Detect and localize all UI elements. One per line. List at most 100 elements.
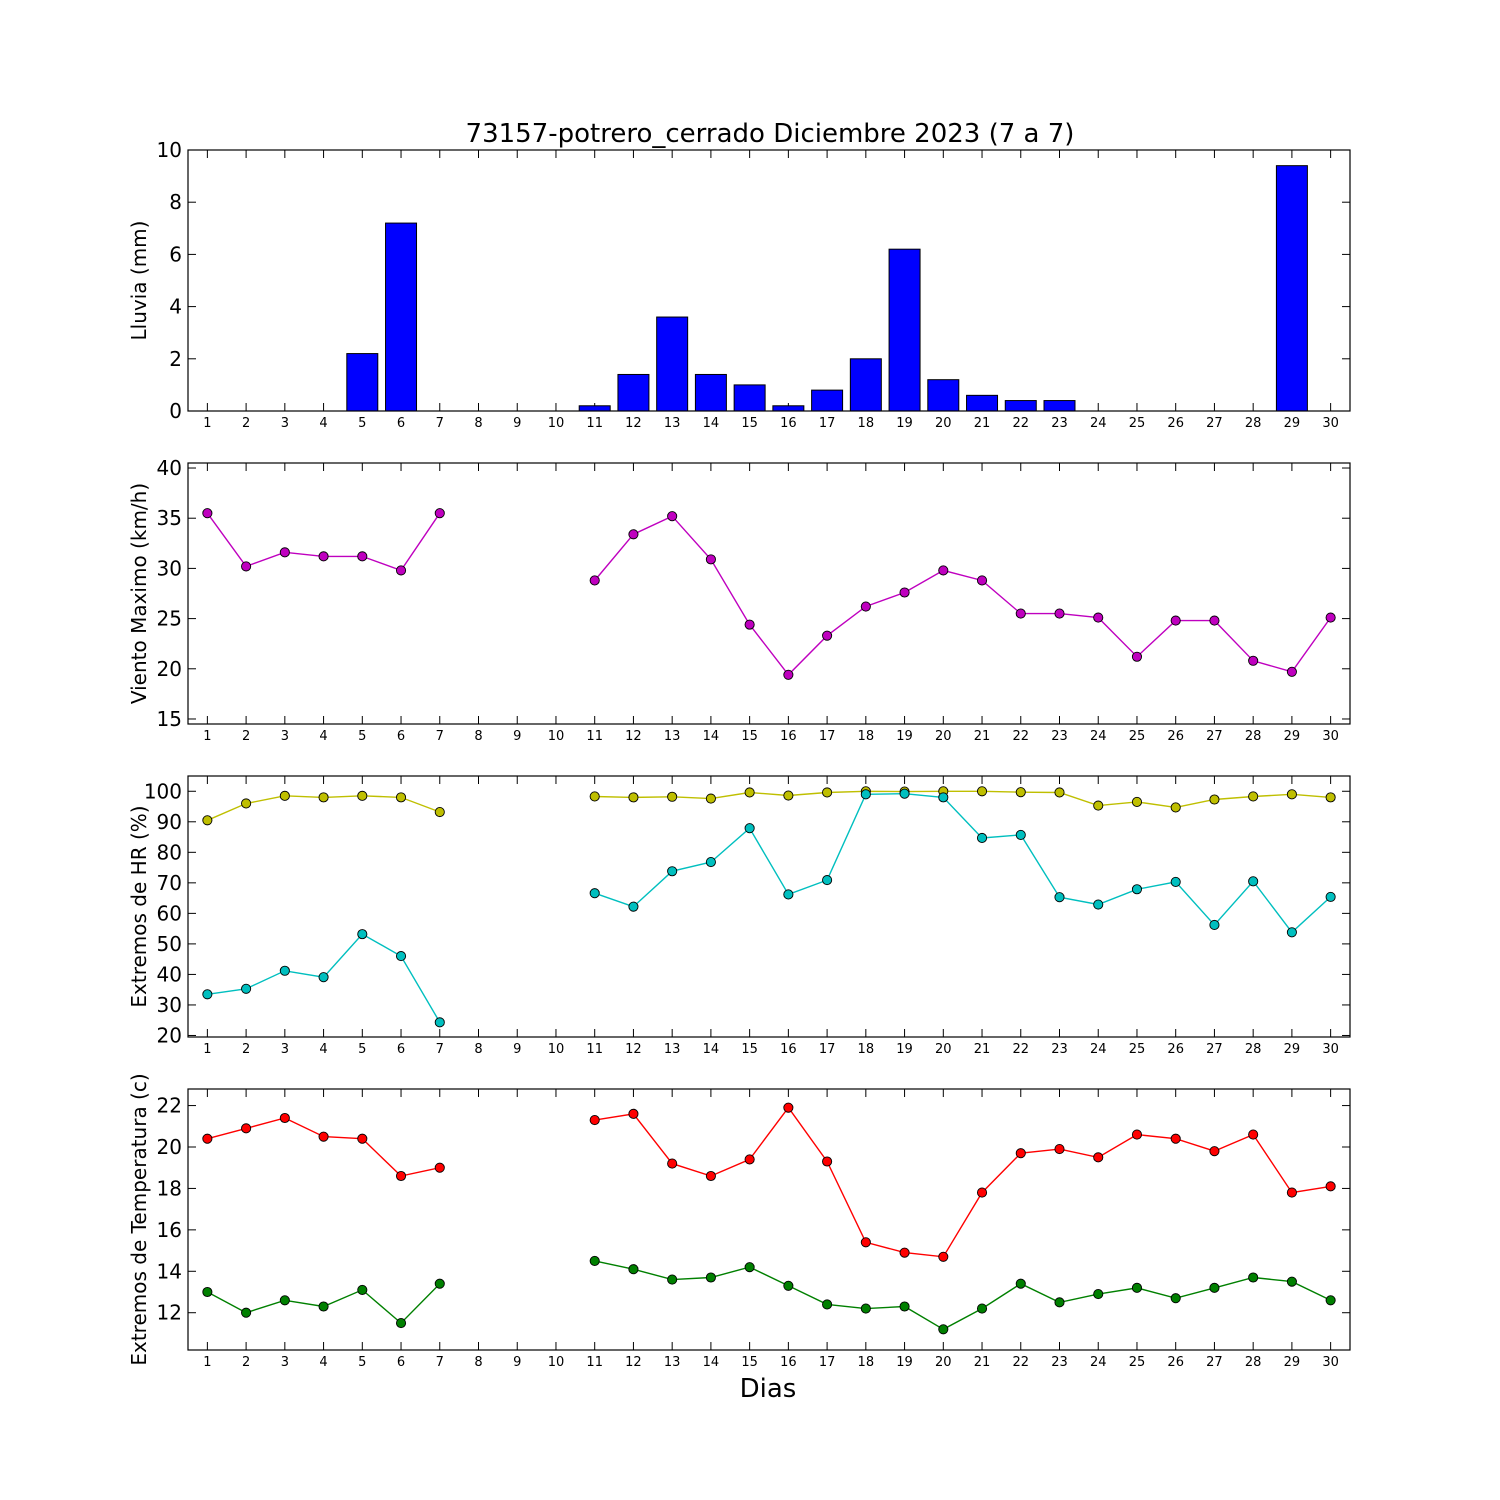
x-tick-label: 18 xyxy=(858,1355,875,1370)
x-tick-label: 4 xyxy=(319,1042,327,1057)
x-tick-label: 24 xyxy=(1090,729,1107,744)
y-tick-label: 50 xyxy=(157,932,182,956)
x-tick-label: 5 xyxy=(358,1042,366,1057)
y-tick-label: 100 xyxy=(144,779,182,803)
rain-bar xyxy=(811,389,844,412)
data-point xyxy=(1054,1297,1065,1308)
x-tick-label: 13 xyxy=(664,729,681,744)
x-tick-label: 7 xyxy=(436,1042,444,1057)
x-tick-label: 6 xyxy=(397,1042,405,1057)
data-point xyxy=(241,798,252,809)
x-tick-label: 25 xyxy=(1129,1042,1146,1057)
axes-frame xyxy=(187,149,1351,412)
data-point xyxy=(1209,615,1220,626)
data-point xyxy=(976,575,988,586)
data-point xyxy=(1093,800,1104,811)
data-point xyxy=(241,1307,252,1318)
y-tick-label: 12 xyxy=(157,1301,182,1325)
data-point xyxy=(1170,615,1181,626)
data-point xyxy=(1015,829,1026,840)
data-point xyxy=(1286,1276,1297,1287)
x-tick-label: 4 xyxy=(319,1355,327,1370)
x-tick-label: 20 xyxy=(935,416,952,431)
y-tick-label: 40 xyxy=(157,962,182,986)
x-tick-label: 25 xyxy=(1129,729,1146,744)
x-tick-label: 27 xyxy=(1206,416,1223,431)
y-tick-label: 30 xyxy=(157,556,182,580)
data-point xyxy=(938,1324,949,1335)
x-tick-label: 22 xyxy=(1012,729,1029,744)
x-tick-label: 28 xyxy=(1245,416,1262,431)
y-axis-label: Viento Maximo (km/h) xyxy=(127,483,151,704)
y-tick-label: 20 xyxy=(157,1023,182,1047)
x-tick-label: 18 xyxy=(858,416,875,431)
x-tick-label: 2 xyxy=(242,1042,250,1057)
x-tick-label: 12 xyxy=(625,1355,642,1370)
data-point xyxy=(667,791,678,802)
data-point xyxy=(279,790,290,801)
data-point xyxy=(395,1170,407,1182)
x-tick-label: 30 xyxy=(1322,416,1339,431)
x-tick-label: 26 xyxy=(1167,1355,1184,1370)
x-tick-label: 8 xyxy=(474,1355,482,1370)
rain-bar xyxy=(772,405,805,412)
y-tick-label: 8 xyxy=(169,190,182,214)
y-tick-label: 4 xyxy=(169,295,182,319)
y-tick-label: 14 xyxy=(157,1259,182,1283)
data-point xyxy=(1325,1295,1336,1306)
y-axis-label: Extremos de HR (%) xyxy=(127,805,151,1007)
data-point xyxy=(202,989,213,1000)
data-point xyxy=(744,823,755,834)
x-tick-label: 5 xyxy=(358,1355,366,1370)
data-point xyxy=(628,529,639,540)
x-tick-label: 19 xyxy=(896,416,913,431)
y-tick-label: 2 xyxy=(169,347,182,371)
x-tick-label: 12 xyxy=(625,729,642,744)
x-tick-label: 7 xyxy=(436,729,444,744)
x-tick-label: 8 xyxy=(474,416,482,431)
data-point xyxy=(1170,876,1181,887)
x-tick-label: 29 xyxy=(1284,416,1301,431)
x-tick-label: 16 xyxy=(780,729,797,744)
axes-frame xyxy=(187,1088,1351,1351)
y-axis-label: Extremos de Temperatura (c) xyxy=(127,1073,151,1365)
data-point xyxy=(395,792,407,803)
data-point xyxy=(357,551,368,562)
data-point xyxy=(1325,1181,1336,1192)
data-point xyxy=(976,786,988,797)
data-point xyxy=(744,1262,755,1273)
x-tick-label: 1 xyxy=(203,416,211,431)
data-point xyxy=(1093,612,1104,623)
rain-bar xyxy=(927,379,960,412)
data-point xyxy=(667,511,678,522)
x-tick-label: 6 xyxy=(397,729,405,744)
data-point xyxy=(202,1286,213,1298)
data-point xyxy=(395,1318,407,1329)
data-point xyxy=(1054,787,1065,798)
data-point xyxy=(860,601,871,612)
data-point xyxy=(938,792,949,803)
x-tick-label: 26 xyxy=(1167,729,1184,744)
series-line xyxy=(594,515,1332,676)
y-axis-label: Lluvia (mm) xyxy=(127,221,151,341)
x-tick-label: 25 xyxy=(1129,1355,1146,1370)
data-point xyxy=(899,788,910,799)
data-point xyxy=(1131,796,1143,807)
data-point xyxy=(241,561,252,572)
rain-bar xyxy=(966,394,999,412)
x-tick-label: 6 xyxy=(397,416,405,431)
data-point xyxy=(705,793,716,804)
x-tick-label: 9 xyxy=(513,1355,521,1370)
data-point xyxy=(899,1301,910,1312)
rain-bar xyxy=(385,222,418,412)
data-point xyxy=(202,1133,213,1144)
x-tick-label: 29 xyxy=(1284,729,1301,744)
x-axis-label: Dias xyxy=(740,1374,797,1404)
x-tick-label: 30 xyxy=(1322,1355,1339,1370)
x-tick-label: 23 xyxy=(1051,416,1068,431)
axes-frame xyxy=(187,775,1351,1038)
rain-bar xyxy=(617,373,650,412)
x-tick-label: 11 xyxy=(586,1042,603,1057)
